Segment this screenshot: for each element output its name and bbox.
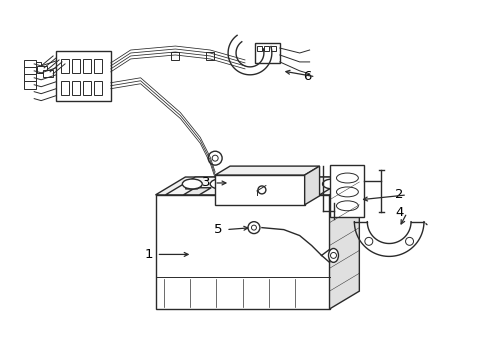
Text: 2: 2 (395, 188, 403, 201)
Bar (72, 81, 80, 95)
Bar (37, 66, 47, 73)
Text: 3: 3 (202, 176, 211, 189)
Bar (24, 74, 36, 82)
Ellipse shape (294, 179, 315, 189)
Bar (172, 52, 179, 60)
Bar (271, 46, 276, 51)
Bar (24, 60, 36, 68)
Circle shape (406, 237, 414, 245)
Ellipse shape (322, 179, 343, 189)
Text: 1: 1 (144, 248, 153, 261)
Polygon shape (155, 195, 329, 309)
Polygon shape (305, 166, 319, 205)
Text: 5: 5 (214, 223, 222, 236)
Text: 4: 4 (395, 206, 403, 219)
Bar (31, 62, 41, 69)
Polygon shape (267, 188, 294, 195)
Polygon shape (215, 175, 305, 205)
Circle shape (208, 151, 222, 165)
Ellipse shape (337, 201, 358, 211)
Circle shape (248, 222, 260, 234)
Bar (206, 52, 214, 60)
Polygon shape (185, 186, 201, 189)
Bar (43, 70, 53, 77)
Bar (56, 51, 111, 100)
Polygon shape (155, 177, 359, 195)
Polygon shape (329, 165, 364, 217)
Polygon shape (329, 177, 359, 309)
Circle shape (331, 252, 337, 258)
Ellipse shape (182, 179, 202, 189)
Text: 6: 6 (303, 70, 312, 83)
Circle shape (258, 186, 266, 194)
Bar (257, 46, 262, 51)
Bar (264, 46, 269, 51)
Circle shape (212, 155, 218, 161)
Bar (24, 81, 36, 89)
Bar (61, 59, 69, 73)
Ellipse shape (210, 179, 230, 189)
Bar (24, 67, 36, 75)
Ellipse shape (337, 187, 358, 197)
Bar (83, 81, 91, 95)
Ellipse shape (328, 248, 339, 262)
Polygon shape (215, 166, 319, 175)
Bar (255, 43, 280, 63)
Bar (72, 59, 80, 73)
Circle shape (365, 237, 373, 245)
Bar (61, 81, 69, 95)
Bar (83, 59, 91, 73)
Ellipse shape (267, 179, 287, 189)
Ellipse shape (238, 179, 258, 189)
Bar (94, 59, 102, 73)
Ellipse shape (337, 173, 358, 183)
Circle shape (251, 225, 256, 230)
Polygon shape (183, 188, 211, 195)
Polygon shape (166, 177, 349, 195)
Bar (94, 81, 102, 95)
